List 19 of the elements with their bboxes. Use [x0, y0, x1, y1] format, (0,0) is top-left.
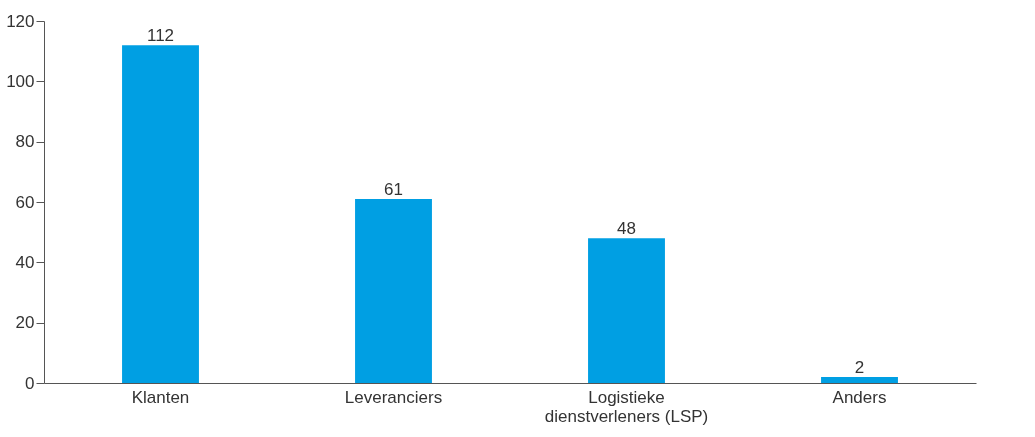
data-label: 61: [384, 179, 403, 199]
y-tick-label: 120: [6, 11, 35, 31]
bar: [122, 45, 199, 383]
data-label: 48: [617, 219, 636, 239]
x-tick-label: Anders: [832, 387, 887, 407]
y-tick-label: 0: [25, 373, 35, 393]
y-tick-label: 100: [6, 71, 35, 91]
y-tick-label: 40: [15, 252, 35, 272]
x-tick-label: Klanten: [131, 387, 190, 407]
data-label: 112: [146, 26, 175, 46]
x-tick-label: Leveranciers: [344, 387, 443, 407]
y-tick-label: 80: [15, 132, 35, 152]
x-tick-label: Logistieke dienstverleners (LSP): [544, 387, 709, 426]
bar: [588, 238, 665, 383]
y-tick-label: 20: [15, 313, 35, 333]
y-tick-label: 60: [15, 192, 35, 212]
bar: [355, 198, 432, 383]
bar: [821, 376, 898, 383]
data-label: 2: [854, 357, 865, 377]
